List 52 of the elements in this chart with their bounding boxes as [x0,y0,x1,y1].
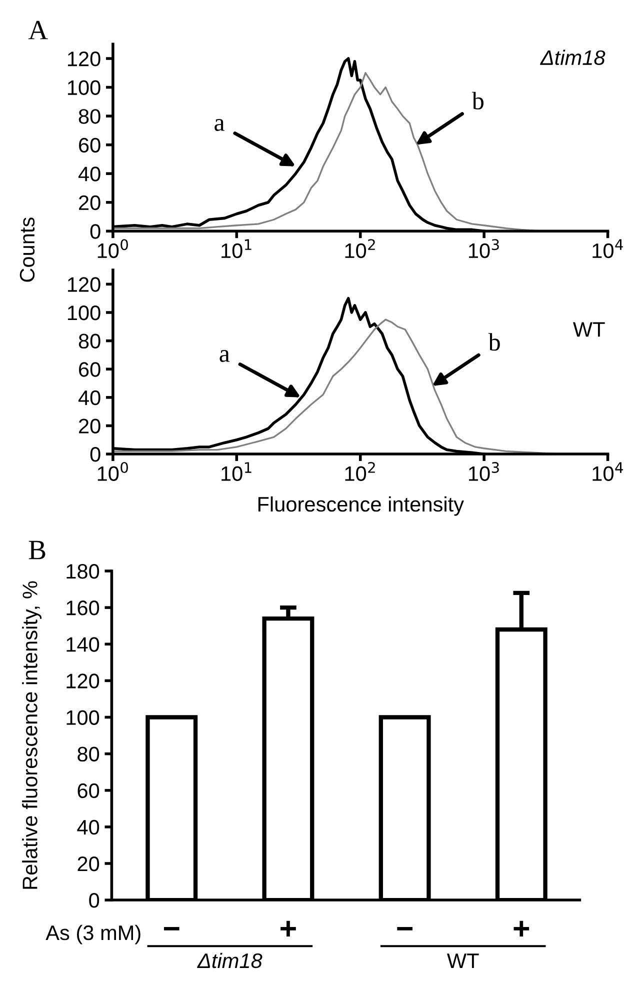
x-tick-label: + [280,920,296,936]
x-tick-label: 10$^{2}$ [345,239,375,258]
x-tick-label: 10$^{4}$ [592,239,623,258]
y-tick-label: 140 [66,637,100,652]
y-tick-label: 180 [66,564,100,579]
x-tick-label: 10$^{0}$ [98,239,128,258]
annotation: b [472,92,484,110]
chart-title: A [28,20,48,40]
y-tick-label: 40 [78,166,100,182]
y-tick-label: 80 [78,746,100,762]
x-tick-label: 10$^{3}$ [468,239,499,258]
text: WT [447,954,479,968]
annotation: a [214,119,224,131]
y-tick-label: 20 [79,418,100,434]
y-tick-label: 0 [90,224,100,239]
chart-title: B [28,540,46,560]
y-tick-label: 120 [66,674,100,688]
y-tick-label: 0 [89,893,100,908]
y-tick-label: 40 [78,390,100,406]
y-tick-label: 100 [66,710,100,725]
x-tick-label: 10$^{2}$ [345,462,375,481]
y-tick-label: 20 [79,195,100,210]
y-tick-label: 160 [66,600,100,616]
text: As (3 mM) [46,924,140,944]
y-tick-label: 120 [68,277,100,292]
chart-subtitle: Δtim18 [540,50,606,66]
text: WT [573,322,605,337]
y-tick-label: 100 [68,80,100,96]
y-tick-label: 80 [78,334,100,349]
x-tick-label: 10$^{1}$ [222,239,252,258]
y-axis-title: Relative fluorescence intensity, % [22,581,42,889]
y-axis-title: Counts [20,218,35,282]
y-tick-label: 80 [78,109,100,124]
x-tick-label: 10$^{1}$ [222,462,252,482]
x-tick-label: 10$^{0}$ [98,462,128,481]
y-tick-label: 60 [78,783,100,798]
text: Δtim18 [197,952,262,968]
x-tick-label: − [164,927,180,930]
annotation: a [220,350,230,362]
annotation: b [488,333,500,351]
y-tick-label: 40 [77,820,100,835]
x-tick-label: + [514,920,530,936]
y-tick-label: 20 [78,856,100,872]
x-tick-label: 10$^{4}$ [592,462,623,482]
y-tick-label: 120 [68,52,100,66]
y-tick-label: 100 [68,305,100,320]
y-tick-label: 0 [90,447,100,462]
x-tick-label: − [397,927,412,930]
y-tick-label: 60 [79,138,100,153]
x-tick-label: 10$^{3}$ [468,462,499,481]
x-axis-title: Fluorescence intensity [258,496,464,516]
y-tick-label: 60 [79,362,100,377]
